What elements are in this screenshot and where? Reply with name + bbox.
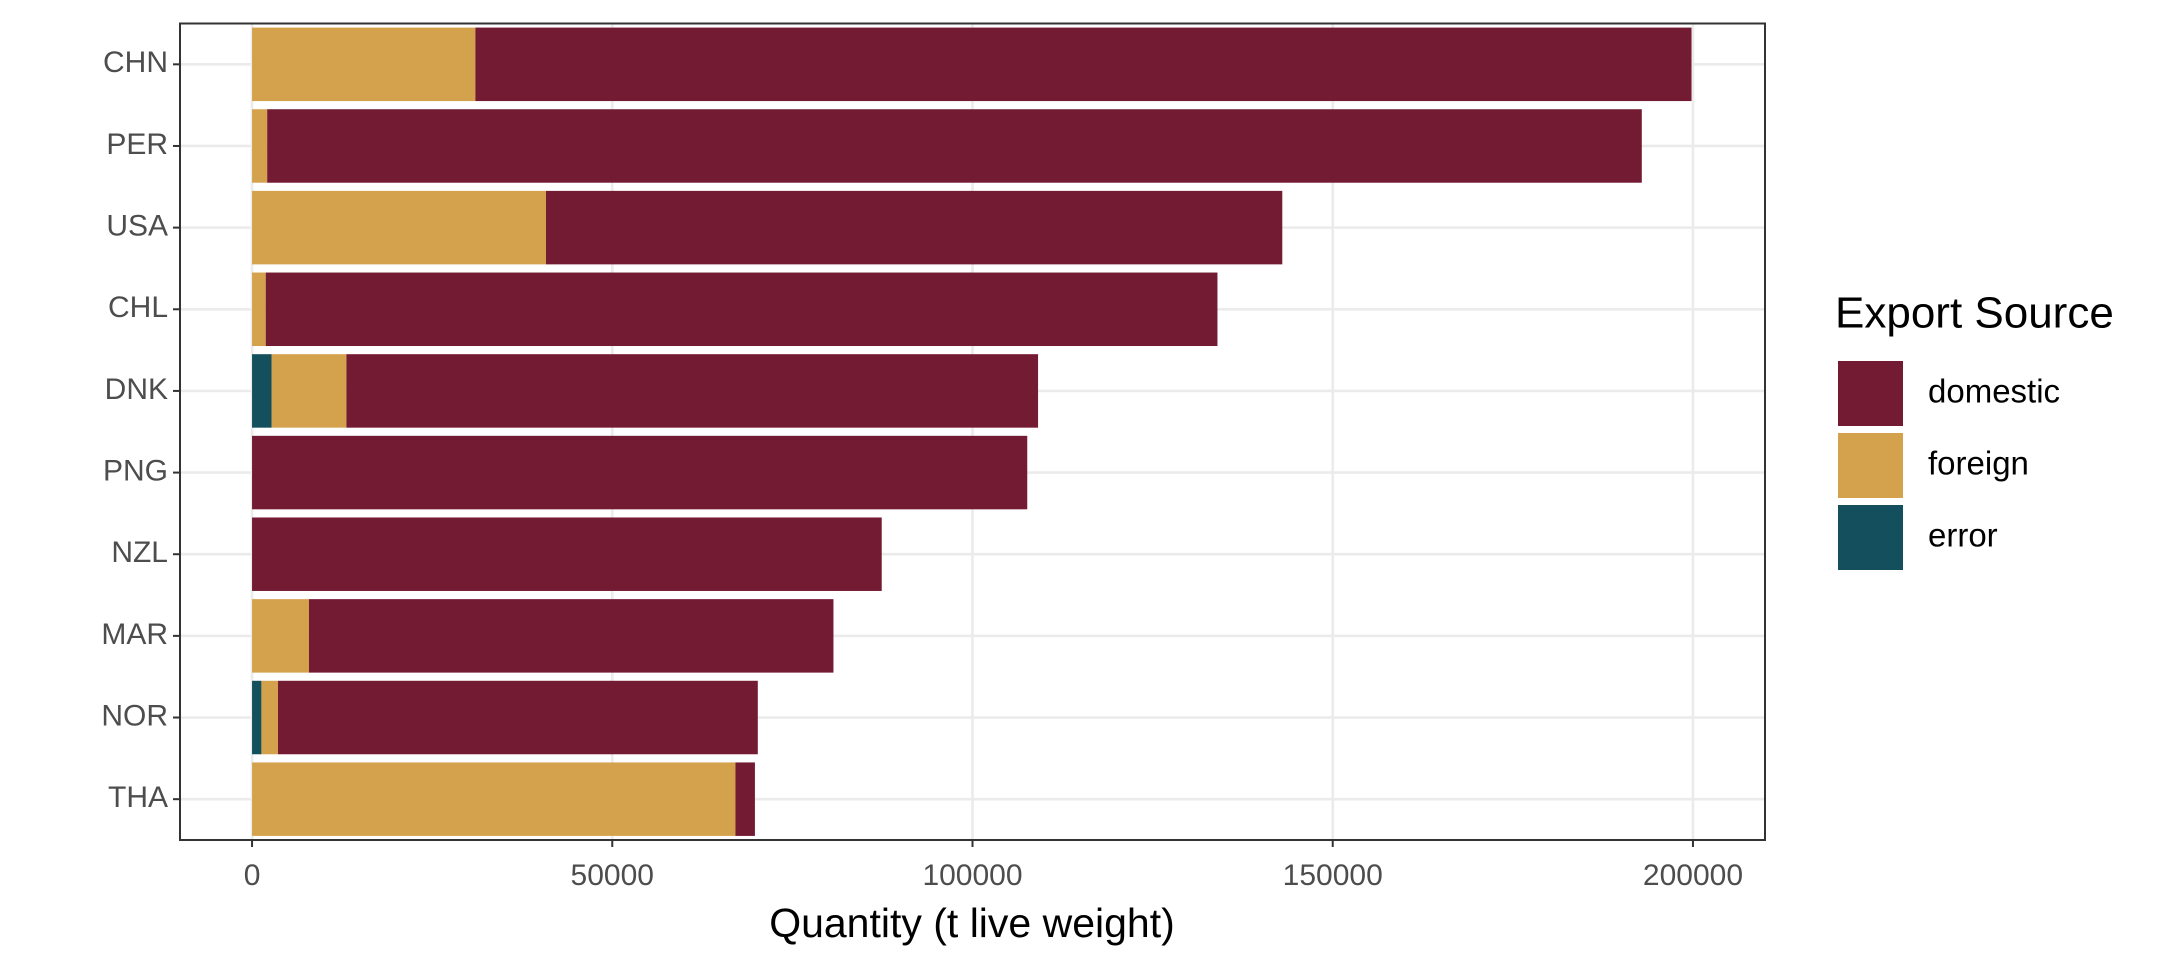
bar-segment	[252, 354, 272, 428]
x-tick-label: 200000	[1643, 859, 1743, 892]
bar-segment	[252, 762, 736, 836]
legend-label: error	[1928, 517, 1998, 554]
bar-segment	[252, 517, 882, 591]
legend-label: foreign	[1928, 445, 2029, 482]
y-tick-label: MAR	[101, 618, 168, 651]
y-tick-label: DNK	[105, 373, 168, 406]
bar-segment	[265, 272, 1218, 347]
y-tick-label: USA	[106, 210, 168, 243]
bar-segment	[252, 109, 268, 183]
bar-segment	[735, 762, 755, 836]
bar-segment	[252, 27, 476, 102]
legend-key	[1838, 433, 1903, 498]
y-tick-label: CHN	[103, 46, 168, 79]
bar-segment	[252, 599, 309, 673]
legend-key	[1838, 361, 1903, 426]
legend-label: domestic	[1928, 373, 2060, 410]
y-tick-label: NOR	[101, 699, 168, 732]
x-tick-label: 0	[244, 859, 261, 892]
y-tick-label: PER	[106, 128, 168, 161]
bar-segment	[271, 354, 347, 428]
bar-segment	[252, 190, 546, 265]
legend-key	[1838, 505, 1903, 570]
y-tick-label: CHL	[108, 291, 168, 324]
x-tick-label: 150000	[1283, 859, 1383, 892]
bar-segment	[252, 435, 1028, 510]
y-tick-label: THA	[108, 781, 168, 814]
bar-segment	[308, 599, 834, 673]
bar-segment	[252, 680, 262, 755]
bar-segment	[267, 109, 1642, 183]
legend-title: Export Source	[1835, 289, 2114, 338]
bar-segment	[252, 272, 266, 347]
y-tick-label: NZL	[111, 536, 168, 569]
bar-segment	[261, 680, 278, 755]
x-tick-label: 50000	[571, 859, 654, 892]
bar-segment	[346, 354, 1039, 428]
x-tick-label: 100000	[922, 859, 1022, 892]
bar-segment	[277, 680, 758, 755]
bar-segment	[475, 27, 1692, 102]
x-axis-title: Quantity (t live weight)	[769, 900, 1175, 946]
bar-segment	[545, 190, 1283, 265]
y-tick-label: PNG	[103, 454, 168, 487]
panel-border	[179, 22, 1766, 841]
